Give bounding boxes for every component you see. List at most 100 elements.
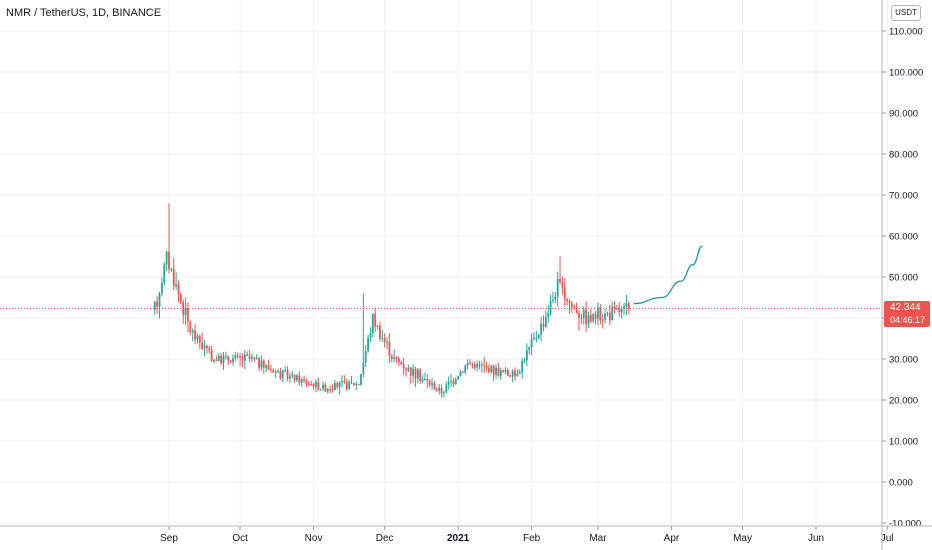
candle-body xyxy=(184,308,187,316)
price-tick-label: 110.000 xyxy=(889,27,923,38)
candle-body xyxy=(504,370,507,372)
time-tick-label: May xyxy=(733,533,752,544)
candle-body xyxy=(286,369,289,379)
projection-curve[interactable] xyxy=(633,245,703,305)
candle-body xyxy=(239,356,241,358)
time-tick-label: 2021 xyxy=(447,533,470,544)
candle-body xyxy=(371,313,374,334)
candle-body xyxy=(397,358,400,362)
candle-body xyxy=(345,382,348,390)
candle-body xyxy=(559,279,561,283)
candle-body xyxy=(303,379,305,381)
candle-body xyxy=(478,363,481,366)
candle-series xyxy=(153,203,630,398)
candle-body xyxy=(255,358,258,360)
price-tick-label: 100.000 xyxy=(889,68,923,79)
price-tick-label: 80.000 xyxy=(889,150,918,161)
candle-body xyxy=(222,356,225,364)
candle-body xyxy=(554,296,557,300)
candle-body xyxy=(168,252,170,270)
candle-body xyxy=(165,252,168,265)
candle-body xyxy=(573,306,576,308)
candle-body xyxy=(616,308,618,310)
candle-body xyxy=(196,335,199,340)
candle-body xyxy=(262,360,265,368)
candle-body xyxy=(445,384,448,393)
candle-body xyxy=(241,357,244,361)
candle-body xyxy=(206,345,208,349)
candle-body xyxy=(601,319,604,321)
candle-body xyxy=(291,374,294,377)
candle-body xyxy=(533,337,535,339)
candle-body xyxy=(376,325,379,327)
candle-body xyxy=(160,282,163,294)
candle-body xyxy=(300,379,303,383)
candle-body xyxy=(523,360,526,362)
candle-body xyxy=(279,371,282,379)
candle-body xyxy=(194,330,196,340)
candle-body xyxy=(215,359,218,361)
time-tick-label: Jun xyxy=(808,533,824,544)
candle-body xyxy=(315,381,317,387)
candle-body xyxy=(272,369,275,373)
last-price-value: 42.344 xyxy=(890,302,921,314)
time-tick-label: Dec xyxy=(376,533,394,544)
candle-body xyxy=(499,370,502,376)
candle-body xyxy=(170,269,173,271)
candle-body xyxy=(369,333,372,338)
candle-body xyxy=(556,279,559,297)
candle-body xyxy=(502,370,505,372)
candle-body xyxy=(582,309,585,318)
candle-body xyxy=(355,384,358,386)
candle-body xyxy=(431,383,433,385)
candle-body xyxy=(476,363,478,368)
candle-body xyxy=(461,371,464,373)
candle-body xyxy=(364,351,367,363)
candle-body xyxy=(357,384,360,386)
currency-button[interactable]: USDT xyxy=(891,5,921,21)
candle-body xyxy=(473,364,476,368)
candle-body xyxy=(412,368,415,376)
candle-body xyxy=(350,382,353,384)
price-tick-label: 0.000 xyxy=(889,478,913,489)
candle-body xyxy=(158,293,161,307)
candle-body xyxy=(490,365,493,373)
candle-body xyxy=(459,371,462,377)
candle-body xyxy=(210,350,213,362)
candle-body xyxy=(514,370,516,377)
candle-body xyxy=(469,362,471,365)
candle-body xyxy=(324,384,327,392)
candle-body xyxy=(509,375,512,377)
candle-body xyxy=(258,358,260,368)
candle-body xyxy=(386,341,388,343)
candle-body xyxy=(414,368,417,379)
candle-body xyxy=(428,380,431,385)
candle-body xyxy=(203,345,206,349)
price-tick-label: -10.000 xyxy=(889,519,921,530)
candle-body xyxy=(172,269,175,286)
candle-body xyxy=(606,312,609,314)
candle-body xyxy=(421,378,424,382)
bar-countdown: 04:46:17 xyxy=(890,315,926,326)
candle-body xyxy=(243,354,246,361)
candle-body xyxy=(563,287,566,300)
candle-body xyxy=(405,368,407,371)
candle-body xyxy=(452,380,455,384)
chart-title: NMR / TetherUS, 1D, BINANCE xyxy=(6,7,162,19)
candle-body xyxy=(585,309,588,325)
candle-body xyxy=(594,314,597,319)
candle-body xyxy=(248,355,251,359)
candle-body xyxy=(246,354,249,356)
candle-body xyxy=(234,355,237,359)
candle-body xyxy=(447,381,450,385)
candle-body xyxy=(552,299,554,301)
candle-body xyxy=(336,382,339,388)
candle-body xyxy=(187,308,189,322)
candle-body xyxy=(457,376,460,380)
candle-body xyxy=(156,301,159,307)
candle-body xyxy=(416,369,419,379)
candle-body xyxy=(390,356,393,360)
candle-body xyxy=(571,303,573,307)
